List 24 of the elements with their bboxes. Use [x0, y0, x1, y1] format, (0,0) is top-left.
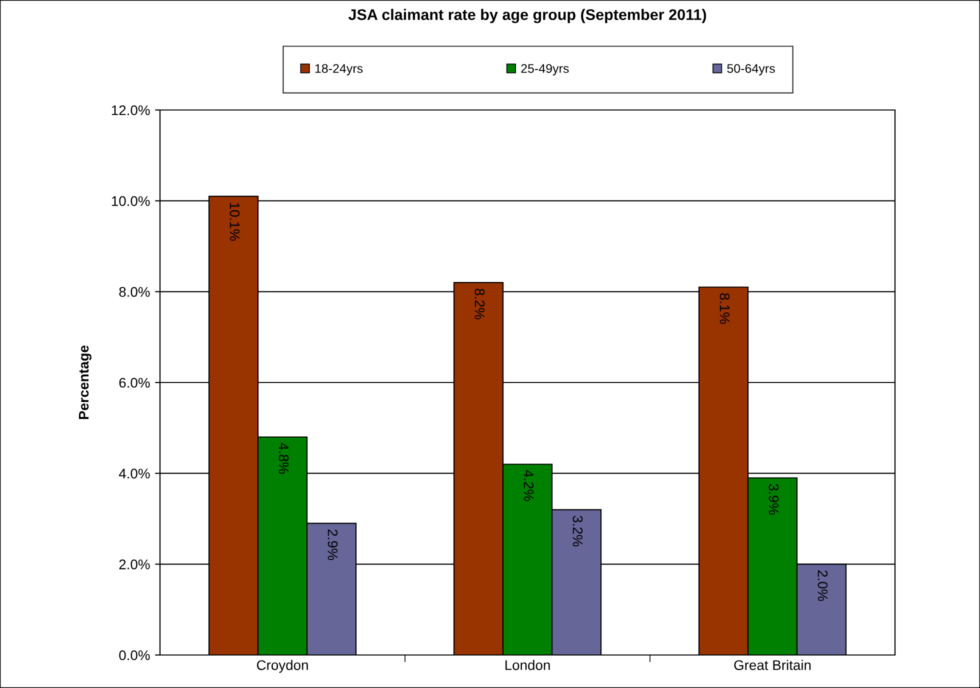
y-axis-title: Percentage — [78, 346, 92, 420]
y-tick-label: 0.0% — [119, 650, 150, 660]
y-tick-label: 2.0% — [119, 560, 150, 570]
legend-label: 50-64yrs — [727, 64, 775, 76]
data-label: 3.2% — [572, 516, 583, 546]
data-label: 3.9% — [768, 484, 779, 515]
x-tick-label: London — [505, 660, 550, 670]
chart-title: JSA claimant rate by age group (September 2011) — [348, 8, 706, 24]
data-label: 2.9% — [328, 530, 338, 560]
y-tick-label: 8.0% — [119, 287, 150, 297]
y-tick-label: 12.0% — [112, 105, 150, 116]
y-tick-label: 4.0% — [118, 468, 150, 479]
y-tick-label: 10.0% — [112, 196, 150, 206]
data-label: 4.2% — [524, 470, 534, 501]
x-tick-label: Great Britain — [734, 660, 811, 670]
x-tick-label: Croydon — [256, 660, 308, 673]
data-label: 8.2% — [474, 288, 485, 320]
data-label: 2.0% — [818, 570, 828, 601]
data-label: 4.8% — [278, 442, 289, 474]
data-label: 8.1% — [720, 293, 730, 324]
legend-label: 18-24yrs — [315, 64, 363, 76]
y-tick-label: 6.0% — [119, 378, 150, 388]
legend-label: 25-49yrs — [521, 64, 569, 76]
data-label: 10.1% — [230, 202, 240, 241]
